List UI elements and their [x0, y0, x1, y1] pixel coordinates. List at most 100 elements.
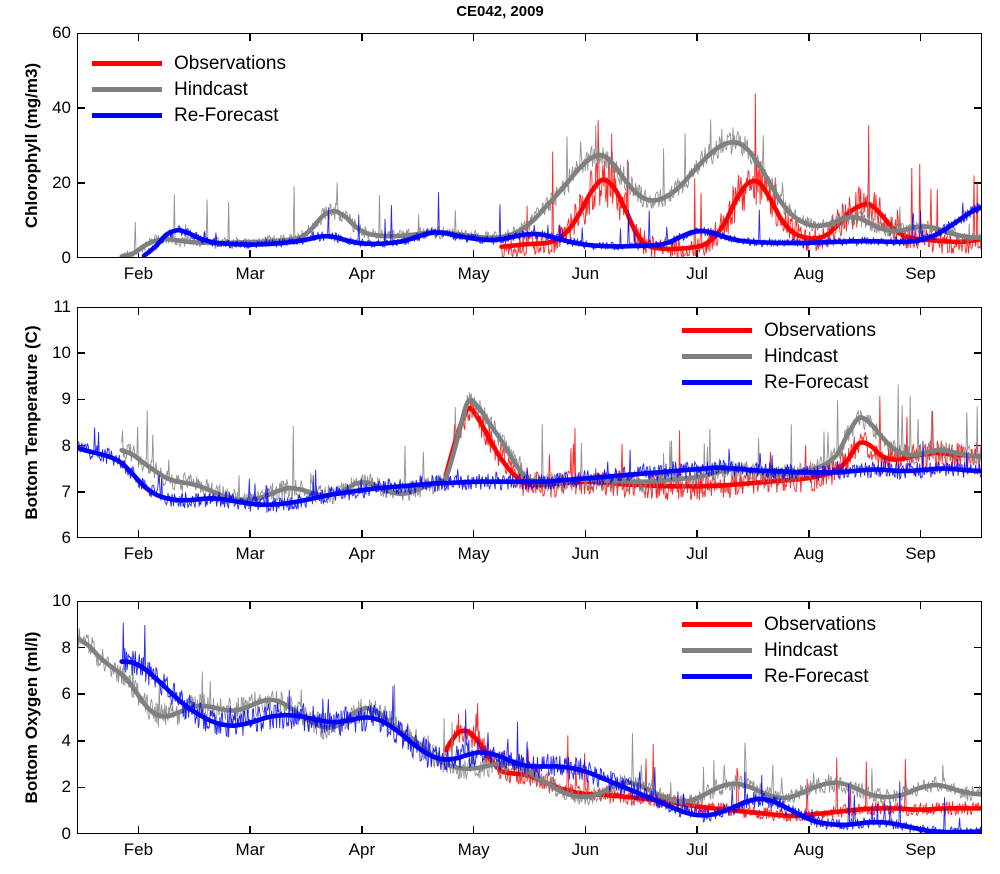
legend-item-re-forecast[interactable]: Re-Forecast — [92, 102, 286, 128]
xtick-2-6 — [808, 826, 810, 834]
legend-swatch-reforecast — [92, 112, 162, 118]
xtick-top-1-0 — [137, 307, 140, 315]
xtick-top-2-6 — [808, 601, 810, 609]
ytick-label-1-0: 6 — [61, 528, 71, 547]
legend-item-observations[interactable]: Observations — [682, 611, 876, 637]
xtick-1-4 — [584, 530, 587, 538]
legend-item-hindcast[interactable]: Hindcast — [682, 637, 876, 663]
xtick-top-2-4 — [584, 601, 587, 609]
xtick-label-2-4: Jun — [571, 840, 600, 859]
xtick-top-1-3 — [472, 307, 475, 315]
ytick-label-2-0: 0 — [61, 824, 71, 843]
ytick-right-2-1 — [974, 786, 982, 789]
legend-item-observations[interactable]: Observations — [682, 317, 876, 343]
xtick-label-0-4: Jun — [571, 264, 600, 283]
ytick-right-1-1 — [974, 491, 982, 493]
xtick-1-3 — [472, 530, 475, 538]
xtick-0-0 — [137, 250, 140, 258]
xtick-label-2-7: Sep — [905, 840, 936, 859]
ytick-1-1 — [77, 491, 85, 493]
series-smooth-re-forecast — [141, 204, 981, 257]
xtick-label-2-5: Jul — [686, 840, 708, 859]
xtick-2-0 — [137, 826, 140, 834]
xtick-label-2-1: Mar — [235, 840, 265, 859]
xtick-top-0-2 — [361, 33, 363, 41]
ytick-2-1 — [77, 786, 85, 789]
ytick-1-3 — [77, 398, 85, 401]
xtick-top-0-4 — [584, 33, 587, 41]
legend-panel-2: Observations Hindcast Re-Forecast — [682, 611, 876, 689]
legend-item-observations[interactable]: Observations — [92, 50, 286, 76]
ytick-label-1-5: 11 — [53, 297, 71, 316]
series-raw-re-forecast — [78, 427, 981, 513]
legend-swatch-hindcast — [682, 353, 752, 359]
legend-label-observations: Observations — [764, 319, 876, 341]
ytick-right-2-2 — [974, 740, 982, 742]
xtick-1-2 — [361, 530, 363, 538]
xtick-top-2-3 — [472, 601, 475, 609]
xtick-0-1 — [249, 250, 251, 258]
xtick-top-1-2 — [361, 307, 363, 315]
ytick-right-1-4 — [974, 352, 982, 354]
ytick-2-3 — [77, 693, 85, 695]
xtick-label-1-3: May — [457, 544, 490, 563]
xtick-0-7 — [919, 250, 922, 258]
ytick-0-1 — [77, 182, 85, 184]
legend-label-hindcast: Hindcast — [764, 345, 838, 367]
legend-label-hindcast: Hindcast — [764, 639, 838, 661]
legend-item-hindcast[interactable]: Hindcast — [92, 76, 286, 102]
ytick-label-2-2: 4 — [61, 730, 71, 750]
legend-swatch-hindcast — [682, 647, 752, 653]
xtick-1-0 — [137, 530, 140, 538]
ytick-label-1-3: 9 — [61, 389, 71, 409]
legend-item-re-forecast[interactable]: Re-Forecast — [682, 663, 876, 689]
xtick-label-1-4: Jun — [571, 544, 600, 563]
ytick-right-2-4 — [974, 646, 982, 649]
ytick-label-0-2: 40 — [52, 98, 71, 117]
xtick-top-2-7 — [919, 601, 922, 609]
xtick-0-5 — [696, 250, 698, 258]
xtick-label-2-0: Feb — [123, 840, 154, 859]
xtick-top-1-7 — [919, 307, 922, 315]
xtick-label-1-0: Feb — [123, 544, 154, 563]
xtick-label-0-7: Sep — [905, 264, 936, 283]
xtick-top-2-2 — [361, 601, 363, 609]
series-smooth-observations — [499, 177, 981, 252]
ytick-label-0-3: 60 — [52, 23, 71, 42]
xtick-top-1-4 — [584, 307, 587, 315]
xtick-top-2-0 — [137, 601, 140, 609]
xtick-label-0-5: Jul — [686, 264, 708, 283]
ytick-label-2-3: 6 — [61, 684, 71, 704]
ytick-label-1-4: 10 — [52, 343, 71, 363]
xtick-0-2 — [361, 250, 363, 258]
xtick-label-2-3: May — [457, 840, 490, 859]
xtick-top-0-0 — [137, 33, 140, 41]
xtick-0-6 — [808, 250, 810, 258]
ytick-2-2 — [77, 740, 85, 742]
legend-swatch-observations — [682, 327, 752, 333]
ytick-2-4 — [77, 646, 85, 649]
legend-label-hindcast: Hindcast — [174, 78, 248, 100]
legend-item-hindcast[interactable]: Hindcast — [682, 343, 876, 369]
xtick-top-2-5 — [696, 601, 698, 609]
legend-swatch-reforecast — [682, 379, 752, 385]
xtick-label-1-2: Apr — [348, 544, 376, 563]
xtick-top-0-3 — [472, 33, 475, 41]
series-smooth-re-forecast — [119, 659, 981, 833]
xtick-1-1 — [249, 530, 251, 538]
ytick-1-4 — [77, 352, 85, 354]
ytick-label-0-1: 20 — [52, 173, 71, 192]
xtick-label-1-1: Mar — [235, 544, 265, 563]
xtick-label-0-6: Aug — [793, 264, 824, 283]
legend-panel-1: Observations Hindcast Re-Forecast — [682, 317, 876, 395]
xtick-label-1-7: Sep — [905, 544, 936, 563]
xtick-label-2-2: Apr — [348, 840, 376, 859]
legend-item-re-forecast[interactable]: Re-Forecast — [682, 369, 876, 395]
xtick-label-1-5: Jul — [686, 544, 708, 563]
xtick-top-1-6 — [808, 307, 810, 315]
